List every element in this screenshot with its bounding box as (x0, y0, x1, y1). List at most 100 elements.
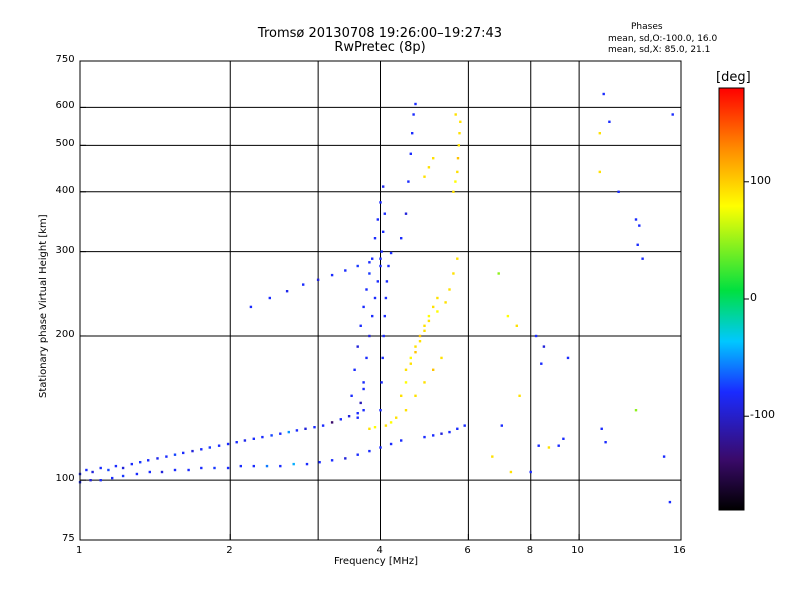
data-point (432, 305, 435, 309)
y-tick-label: 300 (55, 244, 75, 256)
x-tick-label: 10 (571, 545, 584, 556)
data-point (304, 427, 307, 430)
data-point (534, 334, 538, 338)
x-tick-label: 16 (673, 545, 686, 556)
y-tick-label: 600 (55, 100, 75, 112)
data-point (418, 340, 422, 343)
x-tick-label: 4 (376, 545, 383, 556)
data-point (356, 416, 359, 419)
data-point (423, 435, 426, 439)
data-point (454, 180, 457, 183)
data-point (226, 442, 230, 446)
data-point (148, 470, 151, 474)
data-points (78, 92, 674, 504)
data-point (99, 479, 102, 482)
data-point (384, 296, 388, 300)
data-point (432, 434, 435, 437)
data-point (382, 185, 385, 188)
data-point (265, 464, 269, 468)
data-point (457, 144, 460, 147)
data-point (182, 451, 185, 455)
data-point (384, 424, 388, 427)
data-point (562, 437, 565, 440)
data-point (409, 362, 412, 365)
phases-heading: Phases (631, 22, 663, 32)
y-tick-label: 200 (55, 328, 75, 340)
data-point (371, 314, 374, 318)
data-point (261, 435, 264, 439)
data-point (208, 446, 211, 449)
data-point (404, 212, 408, 215)
data-point (313, 426, 316, 429)
data-point (362, 409, 365, 412)
grid-lines (80, 61, 681, 540)
colorbar-tick-label: -100 (750, 408, 775, 422)
data-point (379, 409, 382, 412)
data-point (235, 441, 238, 444)
data-point (436, 296, 439, 300)
data-point (268, 296, 271, 300)
data-point (414, 394, 417, 397)
data-point (165, 455, 168, 458)
data-point (226, 466, 230, 470)
data-point (400, 394, 403, 397)
colorbar-tick-marks (744, 181, 749, 417)
data-point (404, 381, 408, 384)
data-point (316, 278, 320, 281)
data-point (356, 412, 359, 415)
phases-o-stats: mean, sd,O:-100.0, 16.0 (608, 34, 718, 44)
data-point (452, 272, 455, 275)
data-point (368, 272, 371, 275)
x-tick-label: 2 (226, 545, 233, 556)
data-point (598, 132, 601, 135)
data-point (121, 466, 125, 470)
data-point (365, 288, 368, 291)
data-point (339, 418, 342, 421)
data-point (368, 427, 371, 430)
data-point (344, 269, 347, 272)
data-point (598, 170, 601, 174)
data-point (356, 264, 359, 268)
data-point (279, 464, 282, 468)
data-point (376, 218, 379, 221)
data-point (111, 476, 114, 480)
data-point (130, 462, 133, 466)
y-tick-label: 75 (62, 533, 75, 544)
data-point (440, 432, 443, 435)
data-point (160, 470, 164, 474)
data-point (350, 394, 353, 397)
data-point (409, 356, 412, 360)
data-point (353, 368, 356, 371)
data-point (423, 324, 426, 327)
data-point (641, 257, 644, 260)
data-point (671, 113, 674, 116)
x-tick-label: 1 (76, 545, 83, 556)
data-point (156, 457, 159, 460)
data-point (389, 251, 393, 255)
data-point (427, 166, 431, 169)
data-point (414, 102, 417, 106)
data-point (330, 273, 334, 277)
data-point (387, 264, 390, 268)
data-point (379, 201, 382, 204)
phases-x-stats: mean, sd,X: 85.0, 21.1 (608, 45, 711, 55)
x-tick-label: 8 (526, 545, 534, 556)
data-point (418, 334, 422, 338)
data-point (414, 345, 417, 348)
data-point (456, 157, 460, 160)
data-point (547, 446, 551, 449)
data-point (107, 468, 110, 472)
data-point (389, 421, 393, 424)
data-point (252, 437, 255, 440)
data-point (540, 362, 543, 365)
data-point (121, 474, 125, 478)
data-point (409, 152, 412, 155)
data-point (456, 427, 459, 430)
data-point (362, 387, 365, 391)
data-point (213, 466, 216, 470)
data-point (359, 324, 362, 327)
data-point (302, 283, 305, 286)
data-point (600, 427, 603, 430)
data-point (602, 92, 605, 96)
data-point (373, 296, 377, 300)
